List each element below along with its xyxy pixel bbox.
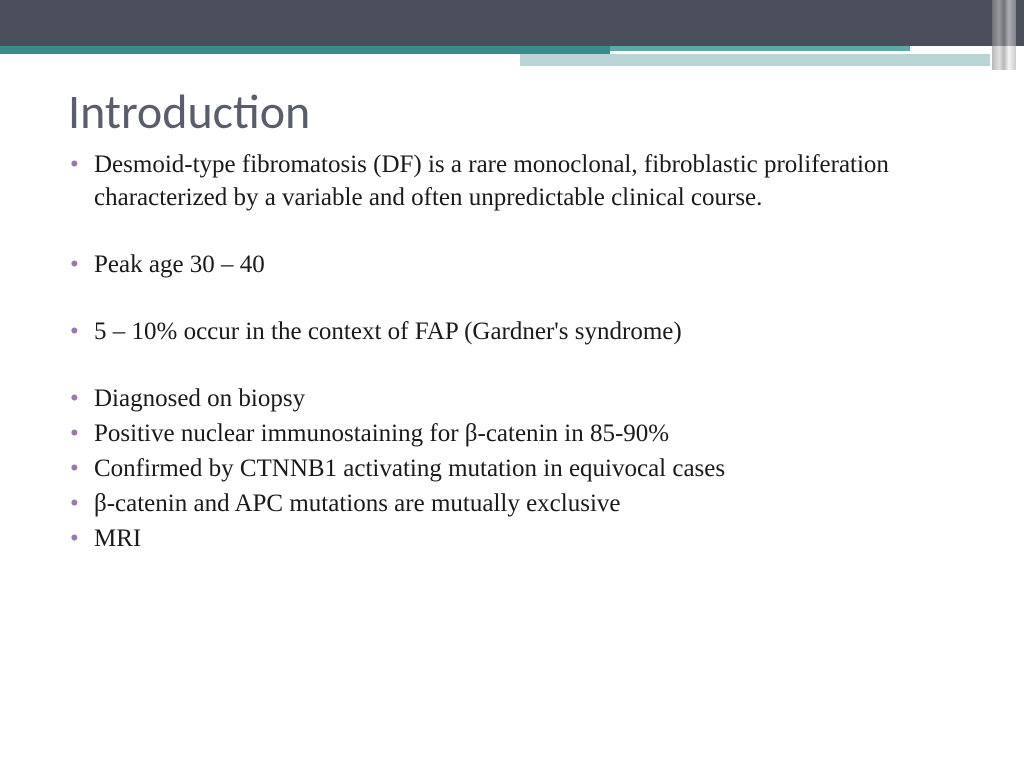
bullet-item: 5 – 10% occur in the context of FAP (Gar… xyxy=(68,315,964,348)
header-bar-light xyxy=(520,54,990,66)
bullet-item: β-catenin and APC mutations are mutually… xyxy=(68,487,964,520)
bullet-item: Peak age 30 – 40 xyxy=(68,248,964,281)
bullet-item: Desmoid-type fibromatosis (DF) is a rare… xyxy=(68,148,964,214)
header-bar-teal xyxy=(0,46,610,54)
bullet-item: Diagnosed on biopsy xyxy=(68,382,964,415)
header-bar-teal-right xyxy=(610,46,910,51)
slide-content: Desmoid-type fibromatosis (DF) is a rare… xyxy=(68,148,964,557)
bullet-list: Desmoid-type fibromatosis (DF) is a rare… xyxy=(68,148,964,555)
bullet-item: Positive nuclear immunostaining for β-ca… xyxy=(68,417,964,450)
header-bar-dark xyxy=(0,0,1024,46)
bullet-item: Confirmed by CTNNB1 activating mutation … xyxy=(68,452,964,485)
slide-title: Introduction xyxy=(68,82,310,141)
header-stripe-accent xyxy=(992,0,1016,70)
bullet-item: MRI xyxy=(68,522,964,555)
